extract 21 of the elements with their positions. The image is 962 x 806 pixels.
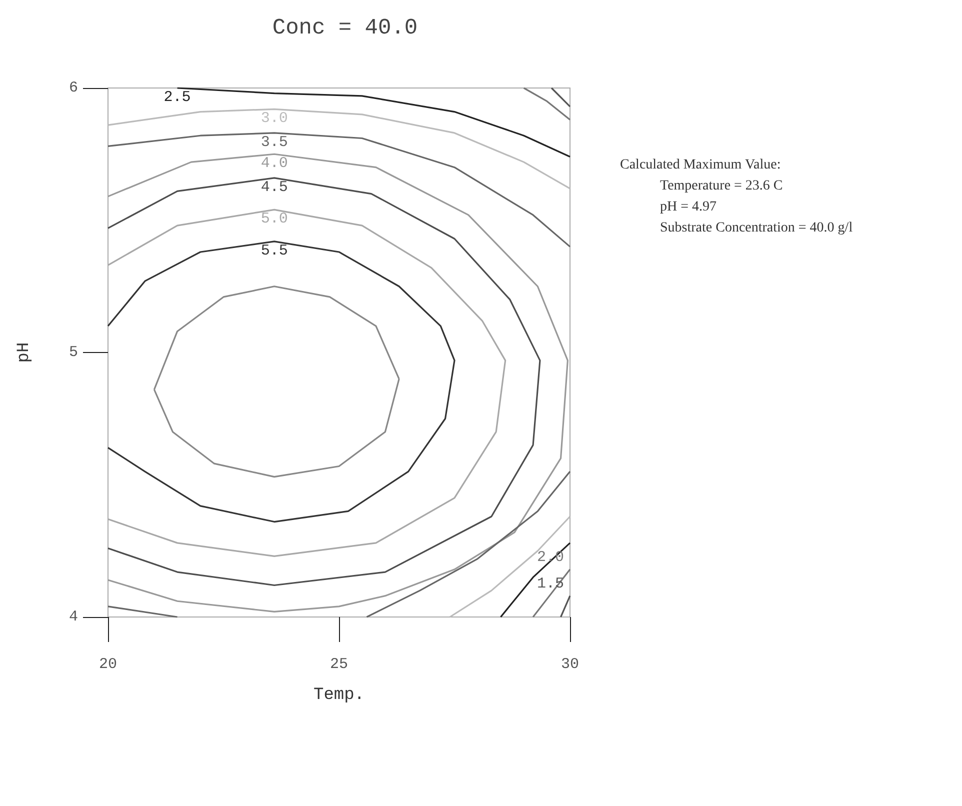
series-label: 3.5	[260, 134, 288, 151]
y-axis-title: pH	[15, 342, 34, 363]
text: pH = 4.97	[660, 200, 717, 214]
x-tick-label: 20	[98, 656, 118, 673]
chart-title: Conc = 40.0	[272, 16, 418, 40]
text: Temperature = 23.6 C	[660, 178, 783, 194]
x-tick-label: 30	[560, 656, 580, 673]
x-tick-label: 25	[330, 656, 348, 673]
y-tick-label: 6	[68, 80, 78, 96]
series-label: 3.0	[260, 110, 288, 128]
series-label: 2.5	[164, 89, 191, 106]
series-label: 4.5	[260, 178, 288, 196]
y-tick-label: 4	[68, 608, 78, 626]
series-label: 5.0	[260, 210, 288, 228]
x-axis-title: Temp.	[313, 686, 365, 705]
text: Substrate Concentration = 40.0 g/l	[660, 220, 853, 236]
y-tick-label: 5	[68, 344, 78, 361]
series-label: 5.5	[260, 242, 288, 260]
line-series	[107, 240, 456, 523]
series-label: 4.0	[260, 155, 288, 172]
text: Calculated Maximum Value:	[620, 158, 781, 172]
